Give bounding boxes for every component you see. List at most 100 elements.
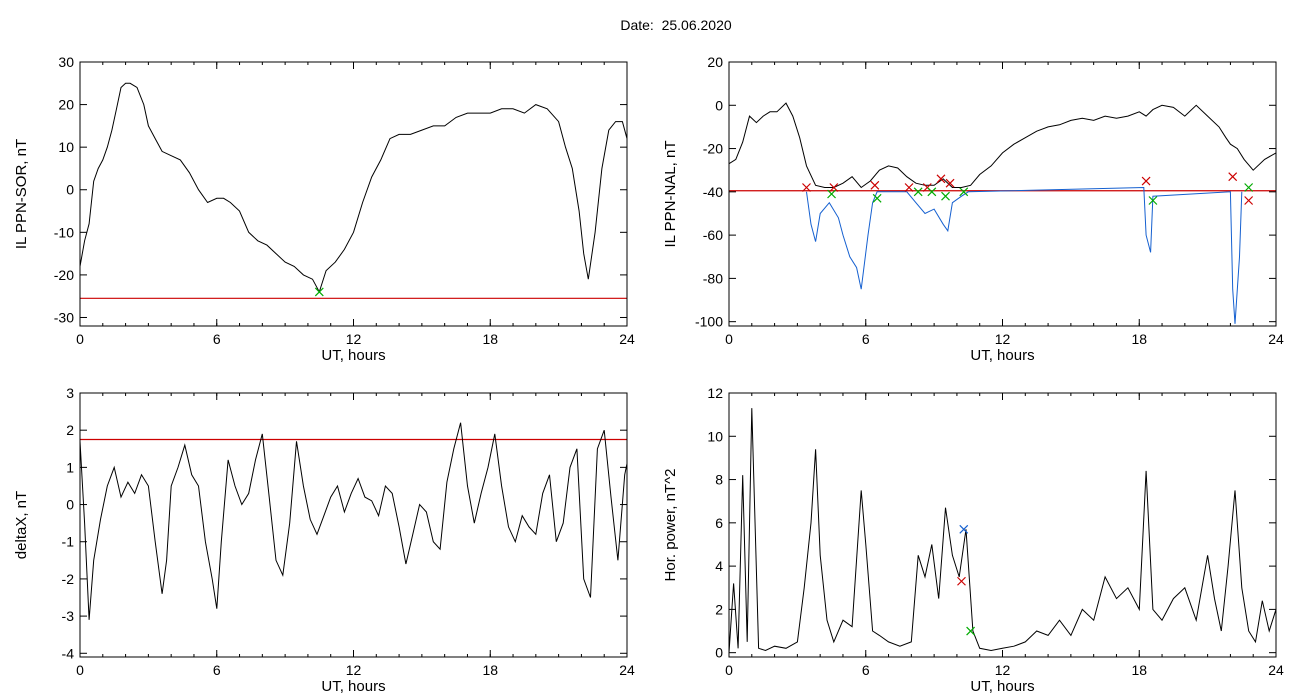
data-marker [872, 193, 882, 203]
data-marker [913, 187, 923, 197]
x-tick-label: 24 [1268, 662, 1284, 678]
data-marker [966, 626, 976, 636]
plot-frame [79, 61, 628, 327]
y-tick-label: 30 [58, 54, 74, 70]
data-marker [927, 187, 937, 197]
x-tick-label: 6 [862, 662, 870, 678]
marker-stroke-b [802, 183, 811, 192]
x-tick-label: 12 [346, 662, 362, 678]
y-tick-label: 2 [715, 601, 723, 617]
data-marker [829, 183, 839, 192]
x-tick-label: 18 [1131, 662, 1147, 678]
x-tick-label: 18 [1131, 331, 1147, 347]
y-tick-label: 10 [58, 139, 74, 155]
y-tick-label: -2 [62, 571, 75, 587]
data-marker [314, 287, 324, 297]
x-tick-label: 24 [619, 662, 635, 678]
x-tick-label: 12 [995, 331, 1011, 347]
series-line-1 [806, 186, 1243, 324]
y-tick-label: -60 [703, 227, 723, 243]
y-tick-label: 3 [66, 385, 74, 401]
marker-stroke-b [904, 183, 914, 192]
data-marker [936, 174, 946, 184]
marker-stroke-b [827, 189, 836, 199]
x-tick-label: 6 [862, 331, 870, 347]
y-axis-title: deltaX, nT [13, 491, 30, 559]
series-line-0 [729, 408, 1276, 653]
y-tick-label: 20 [707, 54, 723, 70]
y-tick-label: 1 [66, 459, 74, 475]
x-tick-label: 6 [213, 662, 221, 678]
date-value: 25.06.2020 [661, 17, 732, 33]
data-marker [1244, 196, 1254, 205]
x-tick-label: 24 [1268, 331, 1284, 347]
marker-stroke-b [872, 193, 882, 203]
data-marker [957, 576, 966, 586]
x-tick-label: 0 [725, 331, 733, 347]
marker-stroke-b [1148, 196, 1158, 205]
x-tick-label: 18 [482, 331, 498, 347]
data-marker [945, 178, 955, 188]
y-tick-label: -80 [703, 270, 723, 286]
x-tick-label: 12 [346, 331, 362, 347]
marker-stroke-b [829, 183, 839, 192]
x-tick-label: 0 [76, 662, 84, 678]
data-marker [827, 189, 836, 199]
y-tick-label: -40 [703, 184, 723, 200]
marker-stroke-b [1244, 183, 1254, 192]
marker-stroke-b [1141, 176, 1151, 186]
x-tick-label: 18 [482, 662, 498, 678]
chart-panel-top-right: 0 6 12 18 24 -100 -80 -60 -40 -20 0 20 UT, hours IL P… [662, 54, 1284, 364]
date-header: Date: 25.06.2020 [0, 17, 1300, 33]
y-tick-label: -30 [54, 309, 74, 325]
y-tick-label: -20 [703, 141, 723, 157]
x-axis-title: UT, hours [970, 347, 1034, 364]
y-axis-title: IL PPN-SOR, nT [13, 139, 30, 249]
series-line-0 [80, 82, 627, 294]
data-marker [802, 183, 811, 192]
marker-stroke-b [966, 626, 976, 636]
marker-stroke-b [941, 191, 950, 201]
data-marker [1228, 172, 1238, 182]
marker-stroke-b [957, 576, 966, 586]
marker-stroke-b [922, 183, 932, 192]
marker-stroke-b [959, 187, 969, 197]
marker-stroke-b [1228, 172, 1238, 182]
marker-stroke-b [927, 187, 937, 197]
marker-stroke-b [936, 174, 946, 184]
y-tick-label: -100 [695, 314, 723, 330]
marker-stroke-b [913, 187, 923, 197]
y-tick-label: 12 [707, 385, 723, 401]
y-tick-label: 0 [715, 97, 723, 113]
data-marker [959, 187, 969, 197]
y-axis-title: IL PPN-NAL, nT [662, 141, 679, 248]
y-tick-label: 2 [66, 422, 74, 438]
data-marker [870, 180, 880, 190]
x-tick-label: 0 [76, 331, 84, 347]
x-tick-label: 0 [725, 662, 733, 678]
y-axis-title: Hor. power, nT^2 [662, 469, 679, 582]
data-marker [941, 191, 950, 201]
date-label: Date: [620, 17, 654, 33]
x-axis-title: UT, hours [970, 678, 1034, 695]
y-tick-label: -20 [54, 267, 74, 283]
y-tick-label: -4 [62, 645, 75, 661]
y-tick-label: 8 [715, 472, 723, 488]
data-marker [1141, 176, 1151, 186]
y-tick-label: 0 [66, 497, 74, 513]
x-tick-label: 6 [213, 331, 221, 347]
series-line-0 [729, 102, 1276, 189]
plot-frame [79, 392, 628, 658]
data-marker [1244, 183, 1254, 192]
x-tick-label: 24 [619, 331, 635, 347]
y-tick-label: 4 [715, 558, 723, 574]
x-axis-title: UT, hours [321, 347, 385, 364]
y-tick-label: -3 [62, 608, 75, 624]
marker-stroke-b [870, 180, 880, 190]
y-tick-label: 6 [715, 515, 723, 531]
y-tick-label: 20 [58, 97, 74, 113]
data-marker [904, 183, 914, 192]
